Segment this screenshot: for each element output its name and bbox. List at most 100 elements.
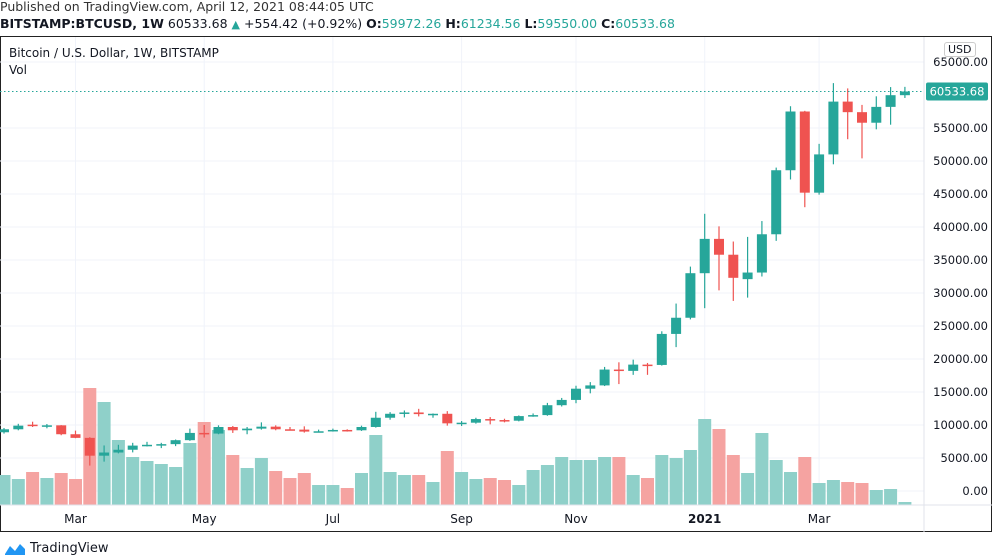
candle-body xyxy=(385,413,396,418)
candle-body xyxy=(70,434,81,438)
volume-bar xyxy=(154,464,168,505)
symbol-info-bar: BITSTAMP:BTCUSD, 1W 60533.68 ▲ +554.42 (… xyxy=(0,16,675,31)
candle-body xyxy=(285,429,295,431)
candle-body xyxy=(413,412,424,415)
candle-body xyxy=(428,413,438,416)
y-tick-label: 10000.00 xyxy=(933,418,988,432)
volume-bar xyxy=(812,483,826,505)
volume-bar xyxy=(240,468,254,505)
volume-bar xyxy=(111,440,125,505)
candle-body xyxy=(599,369,610,386)
y-tick-label: 0.00 xyxy=(962,484,988,498)
chart-frame xyxy=(0,36,992,532)
volume-bar xyxy=(69,479,82,505)
volume-bar xyxy=(54,473,68,505)
candle-body xyxy=(113,449,124,453)
candle-body xyxy=(485,419,496,421)
candle-body xyxy=(671,317,682,334)
candle-body xyxy=(27,424,38,427)
candle-body xyxy=(356,426,367,431)
volume-bar xyxy=(683,450,697,505)
candle-body xyxy=(170,440,181,445)
candle-body xyxy=(842,101,853,113)
volume-bar xyxy=(626,475,640,505)
volume-bar xyxy=(669,458,683,505)
candle-body xyxy=(56,425,67,435)
volume-bar xyxy=(884,489,898,505)
candle-body xyxy=(513,416,524,421)
x-tick-label: May xyxy=(192,512,217,526)
symbol-name: BITSTAMP:BTCUSD, 1W xyxy=(0,16,164,31)
volume-bar xyxy=(455,472,469,505)
y-tick-label: 55000.00 xyxy=(933,121,988,135)
volume-bar xyxy=(483,478,497,505)
volume-bar xyxy=(140,461,154,505)
volume-legend[interactable]: Vol xyxy=(9,63,27,77)
chart-legend-title: Bitcoin / U.S. Dollar, 1W, BITSTAMP xyxy=(9,46,219,60)
candle-body xyxy=(785,111,796,171)
close-value: 60533.68 xyxy=(615,16,675,31)
candle-body xyxy=(814,154,825,193)
candle-body xyxy=(370,417,381,427)
volume-bar xyxy=(841,482,855,505)
volume-bar xyxy=(655,455,669,505)
candle-body xyxy=(699,238,710,274)
volume-bar xyxy=(712,429,726,505)
candle-body xyxy=(656,333,667,365)
candle-body xyxy=(642,364,653,367)
high-label: H: xyxy=(445,16,461,31)
candle-body xyxy=(542,405,553,416)
volume-bar xyxy=(540,465,554,505)
high-value: 61234.56 xyxy=(460,16,521,31)
volume-bar xyxy=(397,475,411,505)
volume-bar xyxy=(269,471,283,505)
candle-body xyxy=(585,385,596,389)
candle-body xyxy=(857,112,867,123)
y-tick-label: 25000.00 xyxy=(933,319,988,333)
x-tick-label: 2021 xyxy=(688,512,721,526)
open-label: O: xyxy=(366,16,382,31)
volume-bar xyxy=(569,460,583,505)
volume-bar xyxy=(741,473,755,505)
candle-body xyxy=(871,106,882,123)
volume-bar xyxy=(583,460,597,505)
candle-body xyxy=(742,272,753,280)
volume-bar xyxy=(798,457,812,505)
candle-body xyxy=(556,399,567,406)
candle-body xyxy=(99,452,110,456)
volume-bar xyxy=(355,473,368,505)
low-label: L: xyxy=(524,16,538,31)
y-tick-label: 50000.00 xyxy=(933,154,988,168)
tradingview-brand[interactable]: TradingView xyxy=(4,541,109,556)
published-caption: Published on TradingView.com, April 12, … xyxy=(0,0,374,14)
volume-bar xyxy=(369,435,383,505)
volume-bar xyxy=(898,502,912,505)
volume-bar xyxy=(498,480,511,505)
volume-bar xyxy=(769,460,783,505)
y-tick-label: 30000.00 xyxy=(933,286,988,300)
candle-body xyxy=(885,95,896,107)
currency-button[interactable]: USD xyxy=(944,42,976,57)
grid xyxy=(0,37,924,505)
candle-body xyxy=(828,101,839,155)
volume-bar xyxy=(440,451,454,505)
candle-body xyxy=(299,429,310,432)
volume-bar xyxy=(512,485,526,505)
axes: 65000.00 55000.00 50000.00 45000.00 40000.00… xyxy=(0,37,992,532)
x-tick-label: Mar xyxy=(808,512,831,526)
candle-body xyxy=(714,238,724,255)
y-tick-label: 5000.00 xyxy=(940,451,988,465)
price-change: +554.42 (+0.92%) xyxy=(243,16,363,31)
volume-bar xyxy=(598,457,612,505)
candle-body xyxy=(571,388,581,400)
candle-body xyxy=(199,432,210,435)
candle-body xyxy=(342,429,353,432)
volume-bar xyxy=(526,470,540,505)
candle-body xyxy=(0,429,9,433)
volume-bar xyxy=(641,478,654,505)
candle-body xyxy=(499,420,510,422)
volume-bar xyxy=(226,455,240,505)
candle-body xyxy=(728,254,739,278)
volume-bar xyxy=(869,490,883,505)
